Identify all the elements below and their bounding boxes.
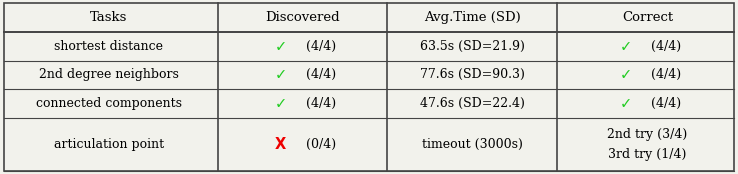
Text: ✓: ✓ xyxy=(275,67,286,82)
Text: ✓: ✓ xyxy=(619,67,632,82)
Text: (0/4): (0/4) xyxy=(306,138,336,151)
Text: Avg.Time (SD): Avg.Time (SD) xyxy=(424,11,521,24)
Text: 47.6s (SD=22.4): 47.6s (SD=22.4) xyxy=(420,97,525,110)
Text: ✓: ✓ xyxy=(275,96,286,111)
Text: 3rd try (1/4): 3rd try (1/4) xyxy=(608,148,687,161)
Text: (4/4): (4/4) xyxy=(651,68,681,81)
Text: Correct: Correct xyxy=(622,11,673,24)
Text: Discovered: Discovered xyxy=(265,11,340,24)
Text: 77.6s (SD=90.3): 77.6s (SD=90.3) xyxy=(420,68,525,81)
Text: (4/4): (4/4) xyxy=(306,68,336,81)
Text: connected components: connected components xyxy=(36,97,182,110)
Text: timeout (3000s): timeout (3000s) xyxy=(422,138,523,151)
Text: 2nd try (3/4): 2nd try (3/4) xyxy=(607,128,688,141)
Text: 2nd degree neighbors: 2nd degree neighbors xyxy=(39,68,179,81)
Text: ✓: ✓ xyxy=(619,96,632,111)
Text: ✓: ✓ xyxy=(619,39,632,54)
Text: (4/4): (4/4) xyxy=(306,97,336,110)
Text: articulation point: articulation point xyxy=(54,138,164,151)
Text: shortest distance: shortest distance xyxy=(55,40,163,53)
Text: (4/4): (4/4) xyxy=(306,40,336,53)
Text: Tasks: Tasks xyxy=(90,11,128,24)
Text: 63.5s (SD=21.9): 63.5s (SD=21.9) xyxy=(420,40,525,53)
Text: (4/4): (4/4) xyxy=(651,97,681,110)
Text: ✓: ✓ xyxy=(275,39,286,54)
Text: X: X xyxy=(275,137,286,152)
Text: (4/4): (4/4) xyxy=(651,40,681,53)
